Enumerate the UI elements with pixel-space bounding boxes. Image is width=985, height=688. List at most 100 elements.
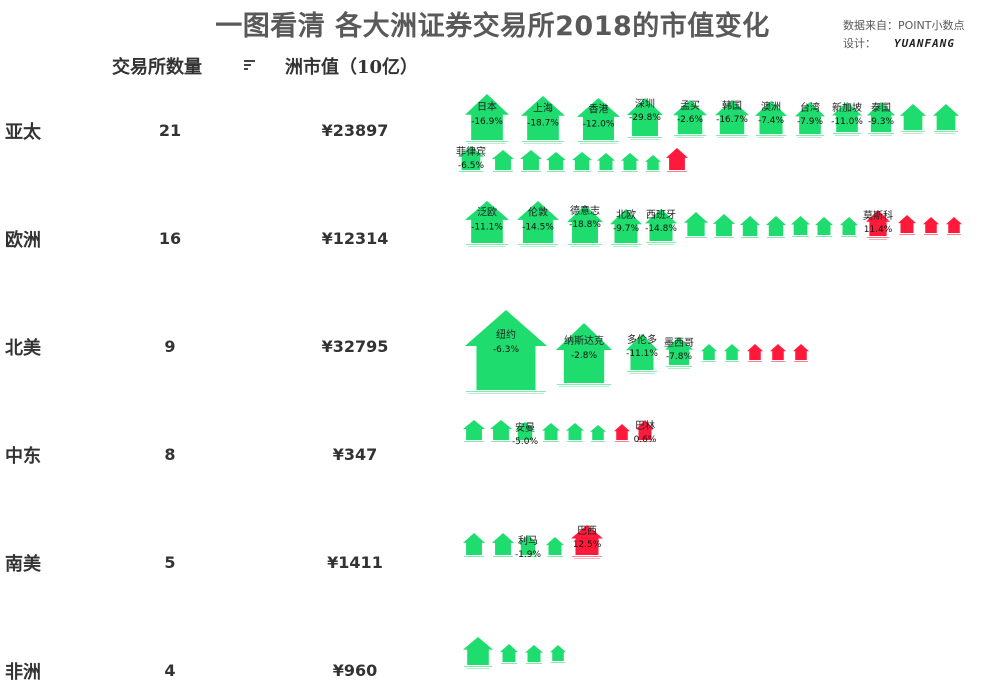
market-cap-europe: ¥12314: [321, 229, 389, 248]
exchange-change-label: -14.8%: [645, 224, 677, 234]
exchange-house-5-3: [550, 645, 566, 663]
exchange-name-label: 菲律宾: [456, 145, 486, 158]
exchange-name-label: 上海: [533, 101, 553, 114]
exchange-house-3-0: [463, 420, 485, 442]
exchange-house-1-0: [465, 201, 509, 247]
exchange-count-europe: 16: [158, 229, 182, 248]
exchange-change-label: -16.7%: [716, 115, 748, 125]
exchange-house-0-14: [520, 150, 542, 172]
exchange-house-0-8: [832, 102, 862, 136]
exchange-name-label: 安曼: [515, 421, 535, 434]
exchange-change-label: -12.0%: [583, 120, 615, 130]
exchange-house-0-9: [867, 102, 895, 136]
exchange-change-label: -7.9%: [797, 117, 824, 127]
exchange-house-0-2: [577, 98, 620, 144]
exchange-count-south-america: 5: [164, 553, 176, 572]
exchange-name-label: 澳洲: [761, 100, 781, 113]
exchange-house-1-1: [517, 201, 559, 247]
market-cap-south-america: ¥1411: [327, 553, 383, 572]
exchange-change-label: -16.9%: [471, 117, 503, 127]
exchange-change-label: -1.9%: [515, 550, 542, 560]
exchange-house-2-4: [701, 344, 717, 362]
exchange-name-label: 巴西: [577, 525, 597, 537]
exchange-house-4-3: [546, 537, 564, 557]
exchange-house-0-16: [572, 152, 592, 172]
exchange-name-label: 伦敦: [528, 206, 548, 219]
exchange-house-0-12: [458, 146, 484, 172]
exchange-house-3-7: [636, 420, 654, 442]
exchange-change-label: -11.0%: [831, 117, 863, 127]
region-label-africa: 非洲: [5, 662, 41, 683]
exchange-name-label: 泛欧: [477, 207, 497, 219]
exchange-change-label: -29.8%: [629, 113, 661, 123]
exchange-change-label: -7.8%: [666, 352, 693, 362]
exchange-house-0-11: [933, 104, 959, 134]
exchange-name-label: 深圳: [635, 98, 655, 110]
exchange-name-label: 台湾: [800, 101, 820, 114]
exchange-house-2-7: [770, 344, 786, 362]
region-label-north-america: 北美: [5, 338, 41, 359]
exchange-house-1-4: [645, 209, 677, 245]
exchange-count-asia-pacific: 21: [158, 121, 182, 140]
exchange-name-label: 韩国: [722, 99, 742, 112]
exchange-name-label: 莫斯科: [863, 209, 893, 222]
exchange-change-label: -9.7%: [613, 224, 640, 234]
exchange-house-2-2: [626, 334, 658, 374]
exchange-name-label: 新加坡: [832, 101, 862, 114]
exchange-house-1-3: [610, 209, 642, 247]
market-cap-north-america: ¥32795: [321, 337, 389, 356]
exchange-change-label: -6.5%: [458, 161, 485, 171]
exchange-house-2-3: [665, 337, 693, 369]
exchange-house-3-5: [590, 425, 606, 442]
exchange-house-1-11: [840, 217, 858, 237]
exchange-change-label: -11.1%: [626, 349, 658, 359]
exchange-house-0-13: [492, 150, 514, 172]
exchange-change-label: -18.8%: [569, 220, 601, 230]
exchange-house-1-15: [946, 217, 962, 235]
exchange-house-0-3: [627, 98, 663, 140]
exchange-house-0-4: [673, 100, 707, 138]
data-source-credit: 数据来自：POINT小数点: [843, 19, 965, 32]
exchange-house-1-10: [815, 217, 833, 237]
exchange-house-1-7: [740, 216, 760, 238]
exchange-house-2-1: [556, 323, 612, 387]
region-label-south-america: 南美: [5, 554, 41, 575]
exchange-count-middle-east: 8: [164, 445, 176, 464]
exchange-change-label: -5.0%: [512, 437, 539, 447]
exchange-name-label: 泰国: [871, 101, 891, 114]
column-header-market-cap[interactable]: 洲市值（10亿）: [285, 57, 419, 78]
exchange-house-0-0: [465, 94, 509, 144]
exchange-house-1-9: [791, 216, 810, 237]
exchange-house-4-2: [518, 535, 538, 557]
designer-label: 设计：: [843, 37, 876, 50]
exchange-house-0-20: [666, 148, 688, 172]
exchange-name-label: 孟买: [680, 100, 700, 112]
exchange-name-label: 利马: [518, 535, 538, 547]
exchange-house-5-2: [525, 645, 543, 664]
exchange-name-label: 香港: [589, 104, 609, 116]
exchange-house-0-5: [715, 100, 749, 138]
exchange-house-2-8: [793, 344, 809, 362]
exchange-house-1-2: [567, 205, 603, 247]
exchange-house-4-0: [463, 533, 485, 557]
market-cap-africa: ¥960: [332, 661, 378, 680]
exchange-house-1-8: [766, 216, 786, 238]
column-header-exchange-count[interactable]: 交易所数量: [112, 57, 202, 78]
market-cap-middle-east: ¥347: [332, 445, 378, 464]
exchange-house-0-18: [621, 153, 639, 172]
exchange-name-label: 西班牙: [646, 209, 676, 221]
exchange-house-0-7: [795, 102, 825, 138]
exchange-house-0-19: [645, 155, 661, 172]
exchange-change-label: -11.1%: [471, 223, 503, 233]
exchange-name-label: 墨西哥: [664, 337, 694, 349]
exchange-name-label: 纳斯达克: [564, 334, 604, 347]
sort-icon[interactable]: [244, 60, 255, 70]
exchange-house-3-2: [515, 422, 535, 442]
exchange-name-label: 日本: [477, 100, 497, 113]
exchange-house-1-6: [713, 214, 735, 238]
exchange-house-3-3: [542, 423, 560, 442]
exchange-house-2-0: [465, 310, 547, 394]
region-label-middle-east: 中东: [5, 446, 41, 467]
exchange-house-0-10: [900, 104, 926, 134]
